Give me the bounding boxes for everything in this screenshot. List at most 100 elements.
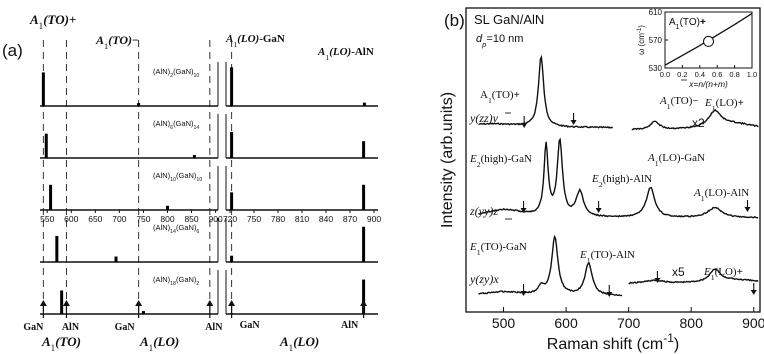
bar-right bbox=[230, 67, 234, 106]
row-composition-label: (AlN)6(GaN)14 bbox=[153, 119, 199, 131]
bottom-label-aln: AlN bbox=[62, 322, 80, 333]
inset-x-tick-label: 0.0 bbox=[660, 70, 670, 79]
label-x2: x2 bbox=[692, 116, 705, 130]
bar-left bbox=[165, 205, 169, 210]
inset-x-tick-label: 0.2 bbox=[677, 70, 687, 79]
inset-x-tick-label: 0.4 bbox=[695, 70, 705, 79]
tick-label-left: 850 bbox=[184, 214, 198, 224]
spectrum-top bbox=[478, 54, 614, 129]
panel-a-label: (a) bbox=[2, 41, 23, 60]
x-axis-label: Raman shift (cm-1) bbox=[547, 331, 679, 353]
arrow-top-2-head bbox=[570, 120, 577, 125]
bottom-label-a1-lo-2: A1(LO) bbox=[279, 334, 319, 353]
arrow-gan-head bbox=[39, 300, 47, 306]
arrow-gan-3-head bbox=[228, 300, 236, 306]
spectrum-top-x2 bbox=[631, 108, 759, 131]
x-tick-label: 700 bbox=[617, 315, 641, 331]
bottom-label-gan-3: GaN bbox=[240, 320, 261, 331]
label-bot-e1to-gan: E1(TO)-GaN bbox=[469, 241, 527, 257]
bar-right bbox=[230, 131, 234, 158]
bar-left bbox=[60, 290, 64, 314]
tick-label-left: 700 bbox=[112, 214, 126, 224]
spectrum-bottom-x5 bbox=[628, 267, 759, 285]
arrow-aln-2-head bbox=[206, 300, 214, 306]
panel-a: (a) (AlN)2(GaN)10 (AlN)6(GaN)14 (AlN)10(GaN… bbox=[2, 12, 381, 353]
tick-label-right: 840 bbox=[319, 214, 333, 224]
row-composition-label: (AlN)18(GaN)2 bbox=[153, 275, 199, 287]
arrow-mid-2-head bbox=[595, 208, 602, 213]
tick-label-right: 780 bbox=[271, 214, 285, 224]
bar-left bbox=[114, 256, 118, 262]
bar-left bbox=[192, 155, 196, 158]
arrow-mid-1-head bbox=[520, 208, 527, 213]
panel-b: (b) SL GaN/AlN dp=10 nm 500 600 700 800 900 Rama… bbox=[439, 7, 764, 353]
label-a1-to-plus: A1(TO)+ bbox=[29, 12, 76, 31]
bar-right bbox=[230, 192, 234, 210]
arrow-mid-3-head bbox=[744, 207, 751, 212]
bar-left bbox=[44, 133, 48, 158]
bar-right bbox=[362, 102, 366, 106]
tick-label-left: 550 bbox=[40, 214, 54, 224]
inset-x-tick-label: 0.8 bbox=[729, 70, 739, 79]
label-mid-a1lo-gan: A1(LO)-GaN bbox=[647, 152, 705, 168]
chart-subtitle: dp=10 nm bbox=[476, 33, 523, 49]
inset-x-tick-label: 1.0 bbox=[747, 70, 757, 79]
arrow-bot-2-head bbox=[606, 292, 613, 297]
arrow-gan-2-head bbox=[135, 300, 143, 306]
row-composition-label: (AlN)10(GaN)10 bbox=[153, 171, 202, 183]
tick-label-left: 600 bbox=[64, 214, 78, 224]
bar-left bbox=[41, 72, 45, 106]
tick-label-left: 650 bbox=[88, 214, 102, 224]
bar-right bbox=[362, 141, 366, 158]
label-x5: x5 bbox=[672, 265, 685, 279]
label-a1-lo-gan: A1(LO)-GaN bbox=[225, 33, 285, 49]
label-bot-e1to-aln: E1(TO)-AlN bbox=[579, 249, 635, 265]
arrow-bot-3-head bbox=[654, 278, 661, 283]
inset-y-tick-label: 610 bbox=[649, 8, 663, 17]
tick-label-right: 870 bbox=[343, 214, 357, 224]
arrow-top-1-head bbox=[521, 123, 528, 128]
inset-y-label: ω (cm-1) bbox=[637, 25, 646, 55]
tick-label-right: 900 bbox=[367, 214, 381, 224]
bottom-label-aln-2: AlN bbox=[205, 322, 223, 333]
label-config-bot: y(zy)x bbox=[469, 272, 499, 286]
label-mid-e2-aln: E2(high)-AlN bbox=[591, 173, 652, 189]
bottom-label-a1-lo: A1(LO) bbox=[139, 334, 179, 353]
row-composition-label: (AlN)2(GaN)10 bbox=[153, 67, 199, 79]
x-tick-label: 900 bbox=[742, 315, 764, 331]
label-top-a1to-minus: A1(TO)− bbox=[659, 95, 699, 111]
tick-label-right: 810 bbox=[295, 214, 309, 224]
x-tick-label: 600 bbox=[554, 315, 578, 331]
bottom-label-gan-2: GaN bbox=[115, 322, 136, 333]
chart-title: SL GaN/AlN bbox=[474, 12, 544, 27]
tick-label-right: 750 bbox=[247, 214, 261, 224]
panel-b-label: (b) bbox=[444, 11, 465, 30]
tick-label-left: 750 bbox=[136, 214, 150, 224]
y-axis-label: Intensity (arb.units) bbox=[439, 92, 456, 228]
label-a1-to-minus: A1(TO)− bbox=[95, 33, 139, 51]
label-top-e1lo-plus: E1(LO)+ bbox=[704, 97, 744, 113]
label-mid-a1lo-aln: A1(LO)-AlN bbox=[693, 187, 749, 203]
bottom-label-aln-3: AlN bbox=[341, 320, 359, 331]
inset-x-label: x=n/(n+m) bbox=[688, 79, 728, 89]
label-mid-e2-gan: E2(high)-GaN bbox=[469, 153, 532, 169]
arrow-bot-4-head bbox=[750, 290, 757, 295]
row-composition-label: (AlN)14(GaN)6 bbox=[153, 223, 199, 235]
label-a1-lo-aln: A1(LO)-AlN bbox=[317, 46, 374, 62]
bar-left bbox=[141, 311, 145, 314]
bar-left bbox=[49, 184, 53, 210]
bottom-label-a1-to: A1(TO) bbox=[41, 334, 81, 353]
arrow-aln-head bbox=[62, 300, 70, 306]
inset-marker bbox=[703, 35, 714, 47]
bar-left bbox=[137, 103, 141, 106]
label-bot-e1lo-plus: E1(LO)+ bbox=[703, 266, 743, 282]
arrow-aln-3-head bbox=[360, 300, 368, 306]
label-config-top: y(zz)y bbox=[469, 111, 499, 125]
label-config-mid: z(yy)z bbox=[469, 204, 498, 218]
inset-y-tick-label: 530 bbox=[649, 64, 663, 73]
label-top-a1to-plus: A1(TO)+ bbox=[480, 89, 520, 105]
bottom-label-gan: GaN bbox=[23, 322, 44, 333]
inset-y-tick-label: 570 bbox=[649, 36, 663, 45]
bar-right bbox=[230, 255, 234, 262]
